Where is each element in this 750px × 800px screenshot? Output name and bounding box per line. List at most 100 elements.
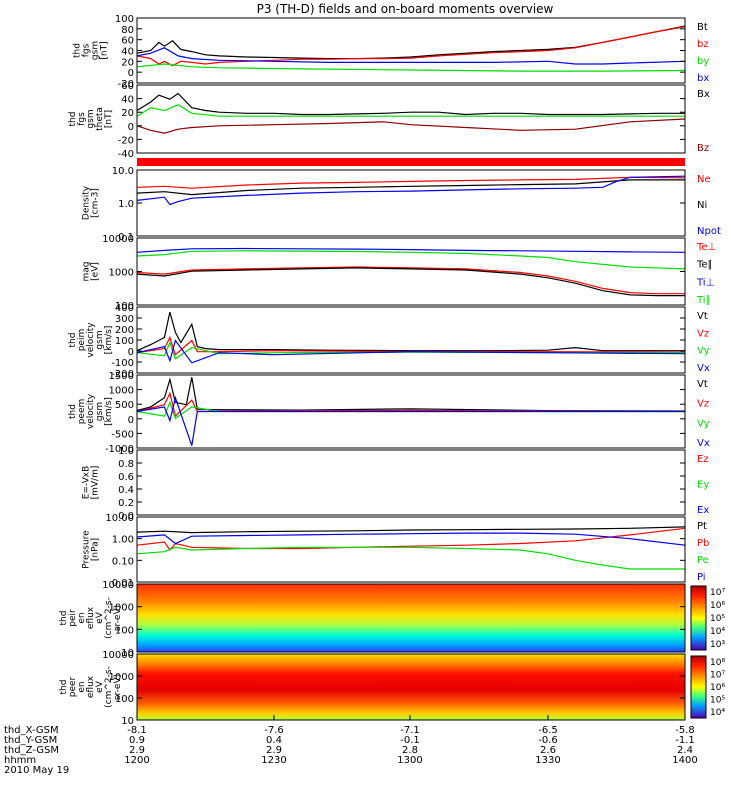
legend-label: Bx <box>697 89 710 100</box>
colorbar-tick-label: 10⁶ <box>710 601 725 611</box>
y-tick-label: 10000 <box>102 650 134 661</box>
panel-frame <box>136 449 686 516</box>
x-tick-label: -7.6 <box>264 725 284 736</box>
y-label-line: peem <box>77 399 87 425</box>
y-label-line: gsm <box>95 330 105 349</box>
y-tick-label: 0 <box>128 68 134 79</box>
y-axis-label: mag [eV] <box>82 262 101 282</box>
y-tick-label: 1000 <box>109 603 134 614</box>
y-tick-label: 20 <box>121 108 134 119</box>
series-Pt <box>136 526 686 534</box>
panel-mom_temp: Te⊥ Te∥ Ti⊥ Ti∥ 10000 1000 100 mag [eV] <box>82 234 717 312</box>
series-Ne <box>136 176 686 189</box>
series-Vx <box>136 395 685 446</box>
series-Ni <box>136 179 685 196</box>
y-label-line: [mV/m] <box>91 466 101 500</box>
y-tick-label: 10 <box>121 648 134 659</box>
series-Bx <box>136 92 685 116</box>
y-tick-label: 100 <box>115 336 134 347</box>
legend-label: Pt <box>697 521 707 532</box>
x-row-label: 2010 May 19 <box>4 765 69 776</box>
y-label-line: eV <box>95 680 105 693</box>
colorbar-tick-label: 10⁷ <box>710 588 725 598</box>
x-tick-label: 1300 <box>397 755 422 766</box>
y-label-line: [cm-3] <box>91 188 101 218</box>
x-row-label: hhmm <box>4 755 36 766</box>
y-tick-label: 100 <box>115 14 134 25</box>
legend-label: Pb <box>697 538 709 549</box>
y-tick-label: -100 <box>111 358 134 369</box>
series-Bz <box>136 118 686 134</box>
colorbar: 10⁸ 10⁷ 10⁶ 10⁵ 10⁴ <box>690 655 725 719</box>
y-tick-label: 60 <box>121 81 134 92</box>
y-tick-label: 0 <box>128 347 134 358</box>
legend-label: Vz <box>697 399 709 410</box>
y-label-line: E=-VxB <box>82 466 92 500</box>
panel-fgs_gsm_theta: Bx Bz 60 40 20 0 -20 -40 thd fgs gsm theta [nT] <box>68 81 710 160</box>
legend-label: Ne <box>697 174 711 185</box>
series-by <box>136 63 686 72</box>
y-tick-label: 40 <box>121 47 134 58</box>
y-label-line: thd <box>73 43 83 58</box>
legend-label: Pe <box>697 555 709 566</box>
legend-label: Ey <box>697 480 709 491</box>
y-tick-label: 10000 <box>102 234 134 245</box>
x-tick-label: 1230 <box>261 755 286 766</box>
y-tick-label: -20 <box>118 135 134 146</box>
series-Ti⊥ <box>136 247 686 253</box>
y-tick-label: 200 <box>115 325 134 336</box>
y-tick-label: 0.1 <box>118 232 134 243</box>
x-tick-label: -6.5 <box>538 725 558 736</box>
panel-frame <box>136 169 686 237</box>
y-tick-label: -200 <box>111 369 134 380</box>
series-Pi <box>136 532 686 546</box>
y-tick-label: 100 <box>115 694 134 705</box>
y-label-line: Pressure <box>82 530 92 569</box>
y-axis-label: thd peir en eflux eV (cm^2-s-sr-eV) <box>59 597 123 639</box>
y-label-line: gsm <box>86 109 96 128</box>
y-tick-label: -500 <box>111 429 134 440</box>
panel-peer_en_eflux: 10⁸ 10⁷ 10⁶ 10⁵ 10⁴ 10000 1000 100 10 thd peer en ef… <box>59 650 725 727</box>
x-tick-label: -0.6 <box>538 735 558 746</box>
y-tick-label: 100 <box>115 301 134 312</box>
colorbar-tick-label: 10⁴ <box>710 708 725 718</box>
y-tick-label: 40 <box>121 95 134 106</box>
x-tick-label: 2.4 <box>677 745 693 756</box>
y-tick-label: 1000 <box>109 268 134 279</box>
y-axis-label: E=-VxB [mV/m] <box>82 466 101 500</box>
colorbar-tick-label: 10⁵ <box>710 614 725 624</box>
y-tick-label: 100 <box>115 625 134 636</box>
y-tick-label: 80 <box>121 25 134 36</box>
panel-peir_en_eflux: 10⁷ 10⁶ 10⁵ 10⁴ 10³ 10000 1000 100 10 thd peir en ef… <box>59 580 725 659</box>
figure-title: P3 (TH-D) fields and on-board moments ov… <box>257 2 554 16</box>
x-tick-label: -5.8 <box>675 725 695 736</box>
y-tick-label: 10 <box>121 716 134 727</box>
y-label-line: (cm^2-s- <box>104 597 114 639</box>
y-tick-label: 10.00 <box>105 513 134 524</box>
y-tick-label: 0.0 <box>118 511 134 522</box>
legend-label: Ti∥ <box>696 295 711 306</box>
y-label-line: thd <box>68 112 78 127</box>
legend-label: Vt <box>697 311 708 322</box>
y-tick-label: 1.0 <box>118 199 134 210</box>
y-label-line: peir <box>68 609 78 627</box>
y-tick-label: 0.2 <box>118 498 134 509</box>
y-label-line: velocity <box>86 393 96 429</box>
x-row-label: thd_X-GSM <box>4 725 59 736</box>
panel-frame <box>136 17 686 84</box>
y-tick-label: 300 <box>115 314 134 325</box>
series-Vx <box>136 339 686 364</box>
legend-label: Ni <box>697 200 707 211</box>
legend-label: Bz <box>697 143 709 154</box>
y-label-line: (cm^2-s- <box>104 666 114 708</box>
y-label-line: thd <box>68 404 78 419</box>
legend-label: Ez <box>697 454 709 465</box>
legend-label: Vx <box>697 438 710 449</box>
x-tick-label: 1330 <box>535 755 560 766</box>
y-label-line: fgs <box>77 112 87 126</box>
x-tick-label: 0.4 <box>266 735 282 746</box>
panel-frame <box>136 583 686 653</box>
x-tick-label: 1400 <box>672 755 697 766</box>
